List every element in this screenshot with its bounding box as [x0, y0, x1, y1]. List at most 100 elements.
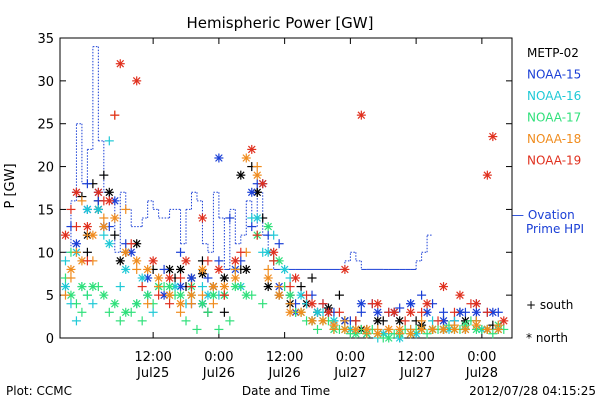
north-marker [323, 307, 333, 317]
south-marker [395, 303, 405, 313]
north-marker [93, 204, 103, 214]
series-legend: METP-02 NOAA-15 NOAA-16 NOAA-17 NOAA-18 NOAA-… [527, 46, 581, 168]
south-marker [334, 307, 344, 317]
south-marker [203, 307, 213, 317]
north-marker [395, 316, 405, 326]
south-marker [285, 299, 295, 309]
north-marker [285, 290, 295, 300]
north-marker [389, 307, 399, 317]
south-marker [313, 324, 323, 334]
south-marker [269, 230, 279, 240]
south-marker [148, 307, 158, 317]
south-marker [203, 273, 213, 283]
north-marker [104, 239, 114, 249]
series-4 [60, 110, 503, 339]
x-tick-label-date: Jul26 [268, 366, 301, 381]
south-marker [143, 299, 153, 309]
south-marker [236, 247, 246, 257]
north-marker [307, 316, 317, 326]
north-marker [439, 282, 449, 292]
y-tick-label: 35 [37, 32, 54, 47]
south-marker [159, 264, 169, 274]
north-marker [482, 324, 492, 334]
north-marker [236, 170, 246, 180]
north-marker [115, 59, 125, 69]
north-marker [60, 282, 70, 292]
north-marker [110, 213, 120, 223]
north-marker [115, 256, 125, 266]
north-marker [307, 299, 317, 309]
south-marker [274, 282, 284, 292]
south-marker [115, 282, 125, 292]
south-marker [285, 282, 295, 292]
south-marker [351, 316, 361, 326]
south-marker [422, 329, 432, 339]
north-marker [241, 290, 251, 300]
north-marker [488, 307, 498, 317]
north-marker [471, 307, 481, 317]
north-marker [258, 179, 268, 189]
south-marker-legend: + south [526, 298, 573, 312]
north-marker [499, 316, 509, 326]
south-marker [219, 290, 229, 300]
legend-entry: METP-02 [527, 46, 579, 60]
north-marker [230, 273, 240, 283]
south-marker [230, 264, 240, 274]
north-marker [176, 264, 186, 274]
south-marker [82, 290, 92, 300]
y-tick-label: 10 [37, 246, 54, 261]
south-marker [99, 213, 109, 223]
north-marker [318, 316, 328, 326]
south-marker [121, 204, 131, 214]
north-marker [82, 222, 92, 232]
north-marker [88, 282, 98, 292]
south-marker [181, 316, 191, 326]
x-tick-label-date: Jul28 [465, 366, 498, 381]
north-marker [137, 273, 147, 283]
north-marker [482, 170, 492, 180]
north-marker [340, 264, 350, 274]
south-marker [66, 273, 76, 283]
north-marker [285, 307, 295, 317]
south-marker [104, 136, 114, 146]
south-marker [252, 162, 262, 172]
north-marker [93, 187, 103, 197]
north-marker [384, 324, 394, 334]
north-marker [356, 299, 366, 309]
south-marker [214, 256, 224, 266]
south-marker [186, 299, 196, 309]
north-marker [373, 316, 383, 326]
x-tick-label-time: 0:00 [336, 350, 365, 365]
north-marker [104, 187, 114, 197]
south-marker [307, 273, 317, 283]
south-marker [137, 282, 147, 292]
ovation-legend: — Ovation Prime HPI [512, 208, 584, 236]
north-marker [176, 290, 186, 300]
north-marker [132, 76, 142, 86]
north-marker [99, 290, 109, 300]
x-tick-label-date: Jul27 [399, 366, 432, 381]
south-marker [439, 307, 449, 317]
north-marker [214, 264, 224, 274]
south-marker [334, 290, 344, 300]
series-1 [66, 153, 503, 326]
north-marker [439, 324, 449, 334]
north-marker [455, 307, 465, 317]
north-marker [110, 299, 120, 309]
chart-title: Hemispheric Power [GW] [187, 14, 374, 32]
north-marker [247, 187, 257, 197]
north-marker [143, 290, 153, 300]
north-marker [71, 187, 81, 197]
south-marker [176, 307, 186, 317]
north-marker [488, 132, 498, 142]
south-marker [186, 282, 196, 292]
north-marker [439, 316, 449, 326]
south-marker [400, 316, 410, 326]
north-marker [197, 213, 207, 223]
legend-entry: NOAA-15 [527, 68, 581, 82]
series-5 [60, 59, 509, 326]
north-marker [66, 264, 76, 274]
north-marker [296, 307, 306, 317]
north-marker [417, 324, 427, 334]
